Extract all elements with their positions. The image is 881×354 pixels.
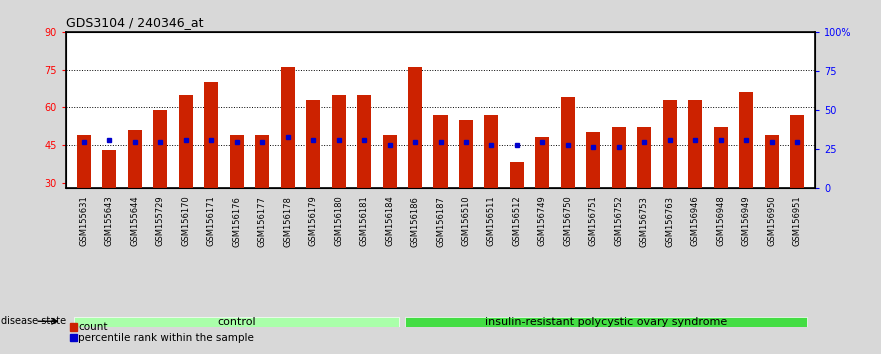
Bar — [255, 135, 270, 258]
Bar — [408, 67, 422, 258]
Text: GSM156946: GSM156946 — [691, 196, 700, 246]
Text: GSM156171: GSM156171 — [207, 196, 216, 246]
Bar — [536, 137, 550, 258]
Text: GSM156753: GSM156753 — [640, 196, 648, 246]
Text: GSM156176: GSM156176 — [233, 196, 241, 246]
Bar — [306, 100, 320, 258]
Bar — [714, 127, 728, 258]
Text: GSM155643: GSM155643 — [105, 196, 114, 246]
Bar — [739, 92, 753, 258]
Text: GSM156187: GSM156187 — [436, 196, 445, 246]
Text: GSM156186: GSM156186 — [411, 196, 419, 246]
Bar — [102, 150, 116, 258]
Text: GSM156949: GSM156949 — [742, 196, 751, 246]
FancyBboxPatch shape — [74, 317, 399, 327]
Text: GDS3104 / 240346_at: GDS3104 / 240346_at — [66, 16, 204, 29]
Bar — [77, 135, 91, 258]
Text: GSM156948: GSM156948 — [716, 196, 725, 246]
Text: GSM156763: GSM156763 — [665, 196, 674, 247]
Text: count: count — [78, 322, 107, 332]
Text: GSM156512: GSM156512 — [513, 196, 522, 246]
Text: GSM156749: GSM156749 — [538, 196, 547, 246]
Text: GSM156178: GSM156178 — [283, 196, 292, 246]
Bar — [510, 162, 524, 258]
Bar — [433, 115, 448, 258]
Text: GSM156751: GSM156751 — [589, 196, 598, 246]
Bar — [153, 110, 167, 258]
Text: GSM156177: GSM156177 — [258, 196, 267, 246]
Bar — [459, 120, 473, 258]
Text: GSM156510: GSM156510 — [462, 196, 470, 246]
Text: GSM155729: GSM155729 — [156, 196, 165, 246]
Text: GSM156951: GSM156951 — [793, 196, 802, 246]
Text: GSM156950: GSM156950 — [767, 196, 776, 246]
Text: GSM156184: GSM156184 — [385, 196, 394, 246]
Bar — [382, 135, 396, 258]
Bar — [637, 127, 651, 258]
FancyBboxPatch shape — [405, 317, 807, 327]
Bar — [70, 323, 78, 331]
Bar — [790, 115, 804, 258]
Text: GSM156750: GSM156750 — [563, 196, 573, 246]
Bar — [331, 95, 345, 258]
Text: insulin-resistant polycystic ovary syndrome: insulin-resistant polycystic ovary syndr… — [485, 317, 727, 327]
Text: GSM156181: GSM156181 — [359, 196, 368, 246]
Bar — [204, 82, 218, 258]
Bar — [230, 135, 244, 258]
Text: disease state: disease state — [1, 316, 66, 326]
Text: GSM156170: GSM156170 — [181, 196, 190, 246]
Text: GSM156180: GSM156180 — [334, 196, 343, 246]
Text: GSM156179: GSM156179 — [308, 196, 318, 246]
Bar — [485, 115, 499, 258]
Bar — [663, 100, 677, 258]
Text: GSM155631: GSM155631 — [79, 196, 88, 246]
Text: percentile rank within the sample: percentile rank within the sample — [78, 333, 255, 343]
Bar — [587, 132, 600, 258]
Text: GSM156511: GSM156511 — [487, 196, 496, 246]
Bar — [688, 100, 702, 258]
Text: GSM156752: GSM156752 — [614, 196, 623, 246]
Bar — [611, 127, 626, 258]
Bar — [357, 95, 371, 258]
Bar — [281, 67, 294, 258]
Text: GSM155644: GSM155644 — [130, 196, 139, 246]
Text: control: control — [218, 317, 256, 327]
Bar — [561, 97, 575, 258]
Bar — [765, 135, 779, 258]
Bar — [70, 334, 78, 341]
Bar — [128, 130, 142, 258]
Bar — [179, 95, 193, 258]
